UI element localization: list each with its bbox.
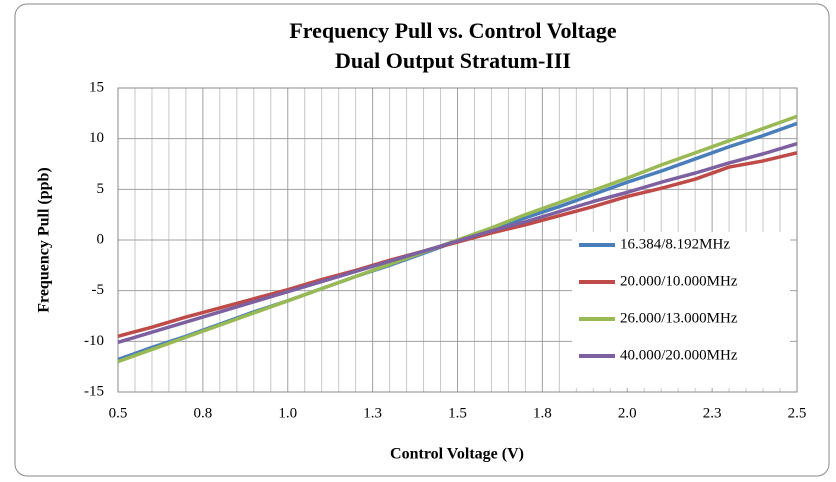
series-line bbox=[117, 142, 798, 345]
x-tick-label: 1.8 bbox=[533, 405, 552, 421]
y-tick-label: 10 bbox=[89, 130, 104, 146]
y-axis-title: Frequency Pull (ppb) bbox=[36, 167, 53, 313]
chart-subtitle: Dual Output Stratum-III bbox=[335, 48, 571, 73]
legend-label: 26.000/13.000MHz bbox=[620, 310, 738, 326]
plot-border bbox=[117, 87, 798, 393]
y-tick-label: 5 bbox=[97, 181, 105, 197]
x-axis-title: Control Voltage (V) bbox=[390, 446, 524, 463]
y-tick-label: 15 bbox=[89, 79, 104, 95]
y-tick-label: 0 bbox=[97, 231, 105, 247]
x-tick-label: 0.5 bbox=[109, 405, 128, 421]
x-tick-label: 1.3 bbox=[363, 405, 382, 421]
x-tick-label: 1.0 bbox=[278, 405, 297, 421]
y-tick-label: -10 bbox=[84, 333, 104, 349]
chart-title: Frequency Pull vs. Control Voltage bbox=[289, 18, 617, 43]
legend-label: 20.000/10.000MHz bbox=[620, 273, 738, 289]
legend-label: 40.000/20.000MHz bbox=[620, 347, 738, 363]
x-tick-label: 1.5 bbox=[448, 405, 467, 421]
x-tick-label: 2.5 bbox=[788, 405, 807, 421]
x-tick-label: 2.3 bbox=[703, 405, 722, 421]
y-tick-label: -5 bbox=[92, 282, 105, 298]
legend-box bbox=[572, 232, 790, 388]
x-tick-label: 2.0 bbox=[618, 405, 637, 421]
legend-label: 16.384/8.192MHz bbox=[620, 236, 730, 252]
y-tick-label: -15 bbox=[84, 383, 104, 399]
x-tick-label: 0.8 bbox=[194, 405, 213, 421]
